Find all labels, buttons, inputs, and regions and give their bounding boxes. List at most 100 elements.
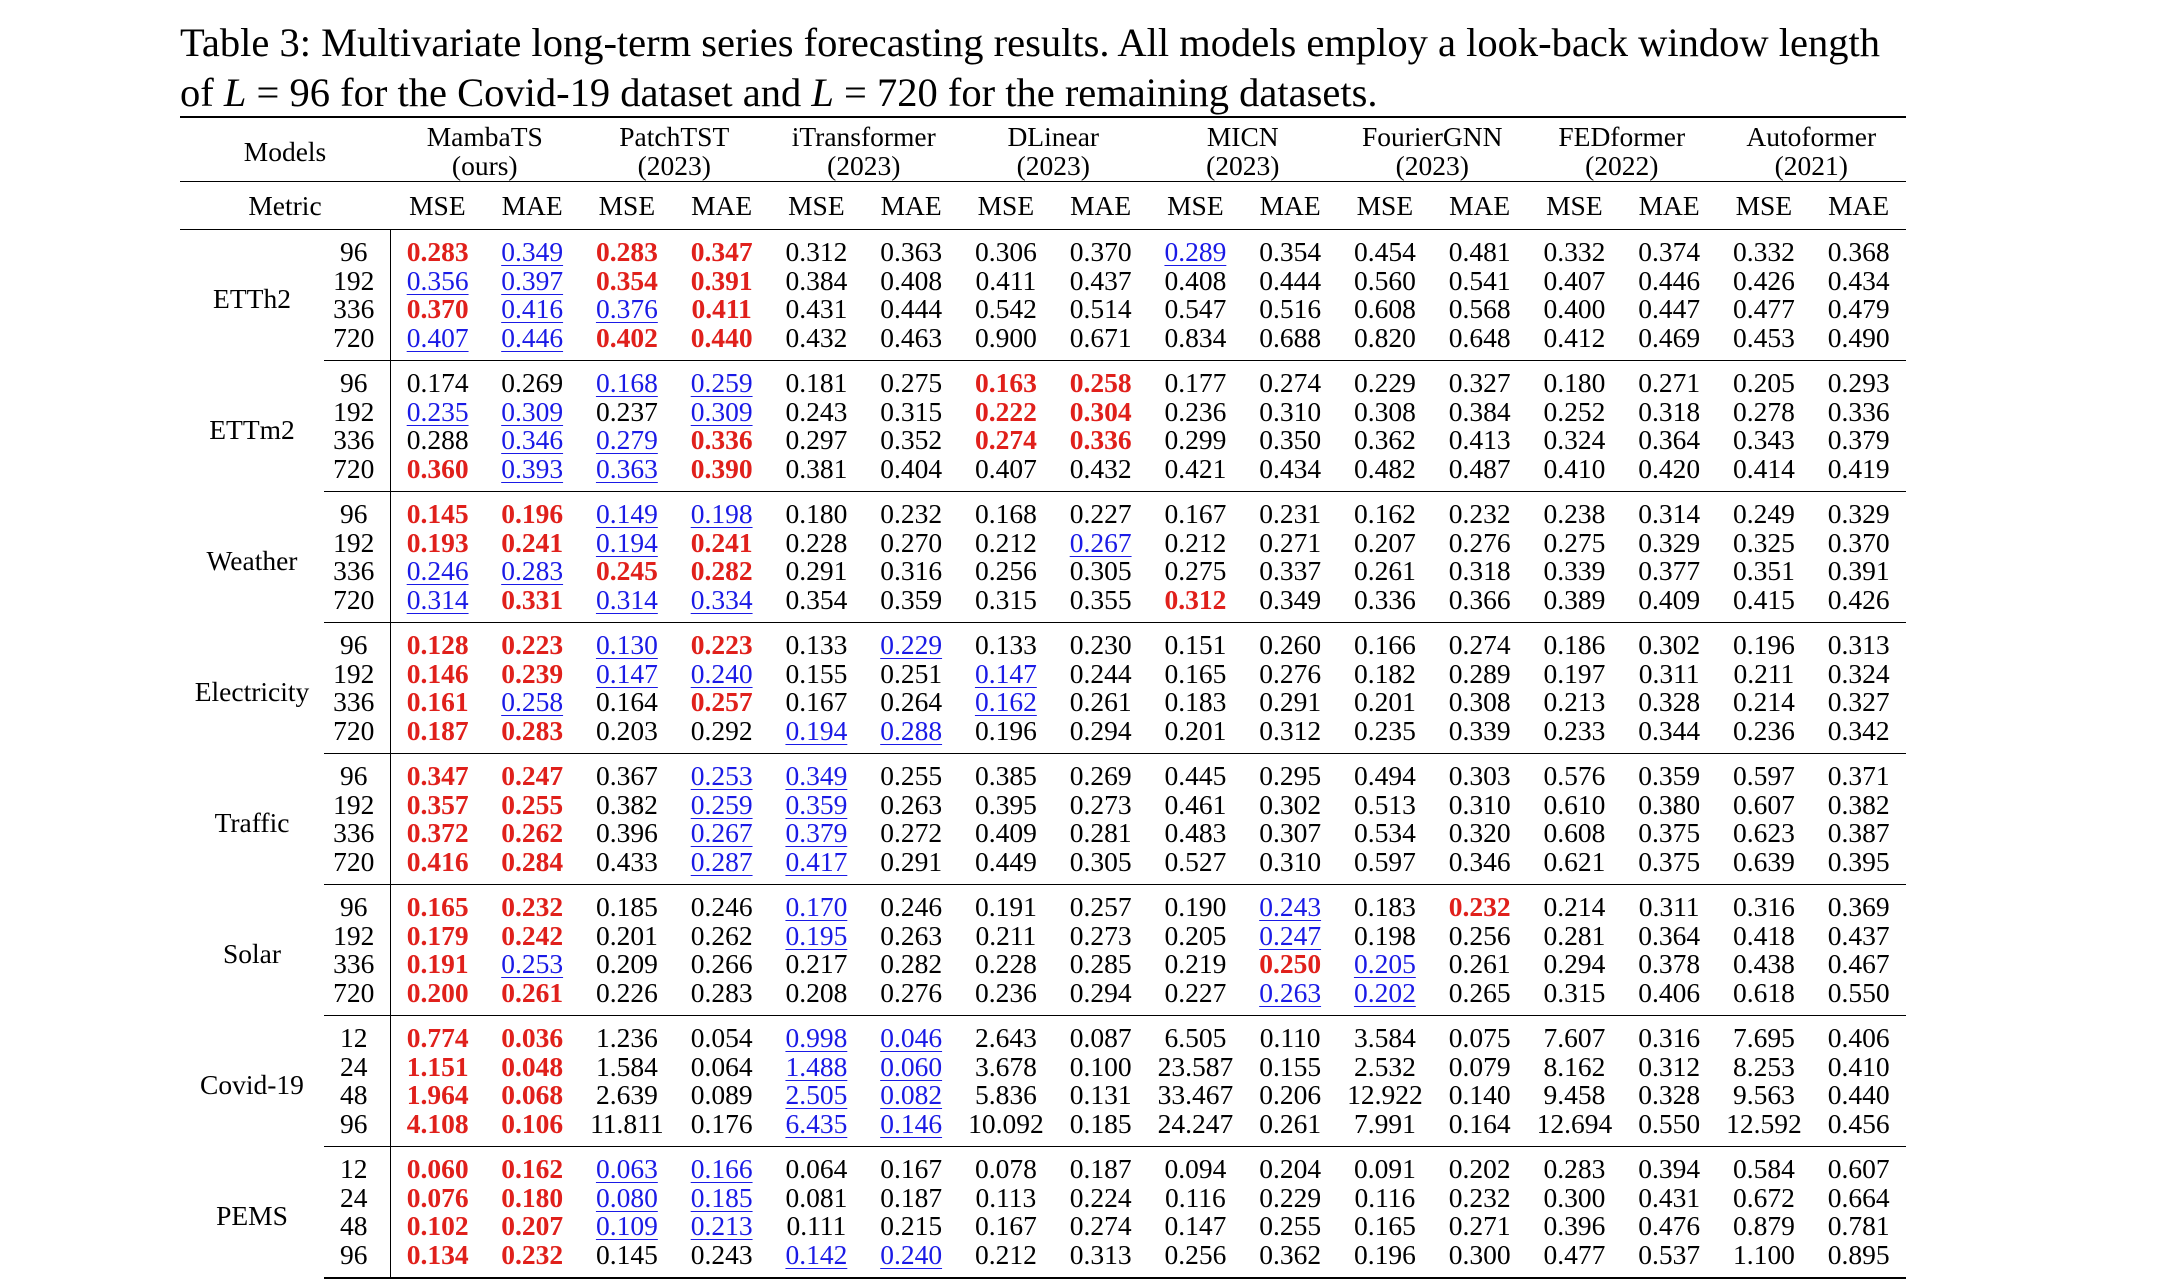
mae-cell: 0.378 xyxy=(1638,948,1701,979)
table-header: Models MambaTS PatchTST iTransformer DLinear… xyxy=(180,116,1906,230)
mse-cell: 0.162 xyxy=(1353,498,1416,529)
best-value: 0.258 xyxy=(1069,367,1132,398)
mae-cell: 0.781 xyxy=(1827,1210,1890,1241)
best-value: 0.241 xyxy=(501,526,564,558)
mae-cell: 0.432 xyxy=(1053,454,1148,492)
mse-cell: 0.145 xyxy=(390,492,485,529)
mae-cell: 0.239 xyxy=(485,659,580,689)
mse-cell: 0.228 xyxy=(974,948,1037,979)
mae-cell: 0.447 xyxy=(1638,293,1701,324)
mse-cell: 0.076 xyxy=(390,1183,485,1213)
mse-cell: 0.145 xyxy=(579,1240,675,1279)
mse-cell: 0.194 xyxy=(769,716,864,754)
mse-cell: 1.151 xyxy=(390,1050,485,1082)
second-best-value: 0.349 xyxy=(785,760,848,791)
best-value: 0.161 xyxy=(406,686,469,717)
mae-cell: 0.410 xyxy=(1827,1050,1890,1082)
table-row: 336 0.161 0.258 0.164 0.257 0.167 0.264 0.162 0.… xyxy=(180,686,1906,717)
table-row: 336 0.372 0.262 0.396 0.267 0.379 0.272 0.409 0.… xyxy=(180,817,1906,848)
mae-cell: 0.089 xyxy=(690,1079,753,1110)
mse-cell: 0.597 xyxy=(1337,847,1433,885)
best-value: 1.151 xyxy=(406,1050,469,1082)
mse-cell: 0.211 xyxy=(975,919,1037,951)
horizon-cell: 24 xyxy=(324,1183,391,1212)
mse-cell: 0.102 xyxy=(390,1211,485,1241)
mse-cell: 0.426 xyxy=(1732,264,1795,296)
best-value: 0.222 xyxy=(974,395,1037,427)
mse-cell: 0.185 xyxy=(595,891,658,922)
mae-cell: 0.060 xyxy=(864,1052,959,1082)
table-row: ETTh2 96 0.283 0.349 0.283 0.347 0.312 0.363 0.3… xyxy=(180,229,1906,313)
mae-cell: 0.476 xyxy=(1638,1210,1701,1241)
mae-cell: 0.257 xyxy=(1069,891,1132,922)
best-value: 0.207 xyxy=(501,1210,564,1241)
mae-cell: 0.046 xyxy=(864,1016,959,1053)
mse-cell: 1.488 xyxy=(769,1052,864,1082)
mae-cell: 0.374 xyxy=(1638,236,1701,267)
table-row: 48 1.964 0.068 2.639 0.089 2.505 0.082 5.836 0.1… xyxy=(180,1079,1906,1110)
mse-cell: 0.412 xyxy=(1527,323,1622,361)
mse-cell: 0.547 xyxy=(1164,293,1227,324)
mae-cell: 0.349 xyxy=(1242,585,1338,623)
mse-cell: 0.608 xyxy=(1543,817,1606,848)
mae-cell: 0.257 xyxy=(674,687,769,717)
best-value: 0.283 xyxy=(501,714,564,746)
header-metric-row: Metric MSE MAE MSE MAE MSE MAE MSE MAE MSE MAE MSE M… xyxy=(180,181,1906,230)
mae-cell: 0.187 xyxy=(1069,1153,1132,1184)
mae-cell: 0.262 xyxy=(690,919,753,951)
mse-cell: 0.196 xyxy=(1732,629,1795,660)
mse-cell: 23.587 xyxy=(1157,1050,1234,1082)
mse-cell: 0.202 xyxy=(1337,978,1433,1016)
best-value: 0.312 xyxy=(1164,583,1227,615)
mae-cell: 0.316 xyxy=(1638,1022,1701,1053)
second-best-value: 0.379 xyxy=(785,817,848,848)
mae-cell: 0.224 xyxy=(1069,1181,1132,1213)
mae-cell: 0.324 xyxy=(1827,657,1890,689)
mse-cell: 0.213 xyxy=(1543,686,1606,717)
mse-cell: 0.237 xyxy=(595,395,658,427)
horizon-cell: 720 xyxy=(324,454,391,492)
mse-cell: 0.064 xyxy=(785,1153,848,1184)
mse-cell: 0.359 xyxy=(769,790,864,820)
mae-cell: 0.329 xyxy=(1638,526,1701,558)
mse-cell: 0.534 xyxy=(1353,817,1416,848)
mae-cell: 0.479 xyxy=(1827,293,1890,324)
mae-cell: 0.416 xyxy=(485,294,580,324)
second-best-value: 0.397 xyxy=(501,264,564,296)
table-row: 720 0.187 0.283 0.203 0.292 0.194 0.288 0.196 0.… xyxy=(180,714,1906,754)
best-value: 0.200 xyxy=(406,976,469,1008)
second-best-value: 0.194 xyxy=(595,526,658,558)
second-best-value: 0.213 xyxy=(690,1210,753,1241)
mse-cell: 0.256 xyxy=(974,555,1037,586)
mae-cell: 0.229 xyxy=(864,623,959,660)
best-value: 0.411 xyxy=(691,293,752,324)
horizon-cell: 336 xyxy=(324,294,391,324)
mse-cell: 0.417 xyxy=(769,845,864,885)
mae-cell: 0.362 xyxy=(1242,1240,1338,1279)
mae-cell: 0.213 xyxy=(674,1210,769,1241)
mae-cell: 0.274 xyxy=(1448,629,1511,660)
mae-cell: 0.247 xyxy=(485,754,580,791)
mse-cell: 33.467 xyxy=(1157,1079,1234,1110)
mae-cell: 0.263 xyxy=(880,788,943,820)
mae-cell: 0.550 xyxy=(1811,978,1906,1016)
mse-cell: 0.261 xyxy=(1353,555,1416,586)
mse-cell: 8.253 xyxy=(1732,1050,1795,1082)
mae-cell: 0.456 xyxy=(1811,1109,1906,1147)
second-best-value: 0.363 xyxy=(595,452,658,484)
mse-cell: 0.300 xyxy=(1543,1181,1606,1213)
mse-cell: 0.196 xyxy=(958,716,1054,754)
mae-cell: 0.309 xyxy=(485,397,580,427)
best-value: 0.262 xyxy=(501,817,564,848)
second-best-value: 0.417 xyxy=(785,845,848,877)
mse-cell: 0.289 xyxy=(1148,230,1243,267)
horizon-cell: 336 xyxy=(324,687,391,717)
mse-cell: 2.505 xyxy=(769,1080,864,1110)
second-best-value: 0.147 xyxy=(974,657,1037,689)
best-value: 0.134 xyxy=(406,1238,469,1270)
best-value: 0.283 xyxy=(595,236,658,267)
mse-header: MSE xyxy=(1527,181,1622,230)
mse-cell: 0.900 xyxy=(958,323,1054,361)
best-value: 0.247 xyxy=(501,760,564,791)
mse-cell: 0.078 xyxy=(974,1153,1037,1184)
